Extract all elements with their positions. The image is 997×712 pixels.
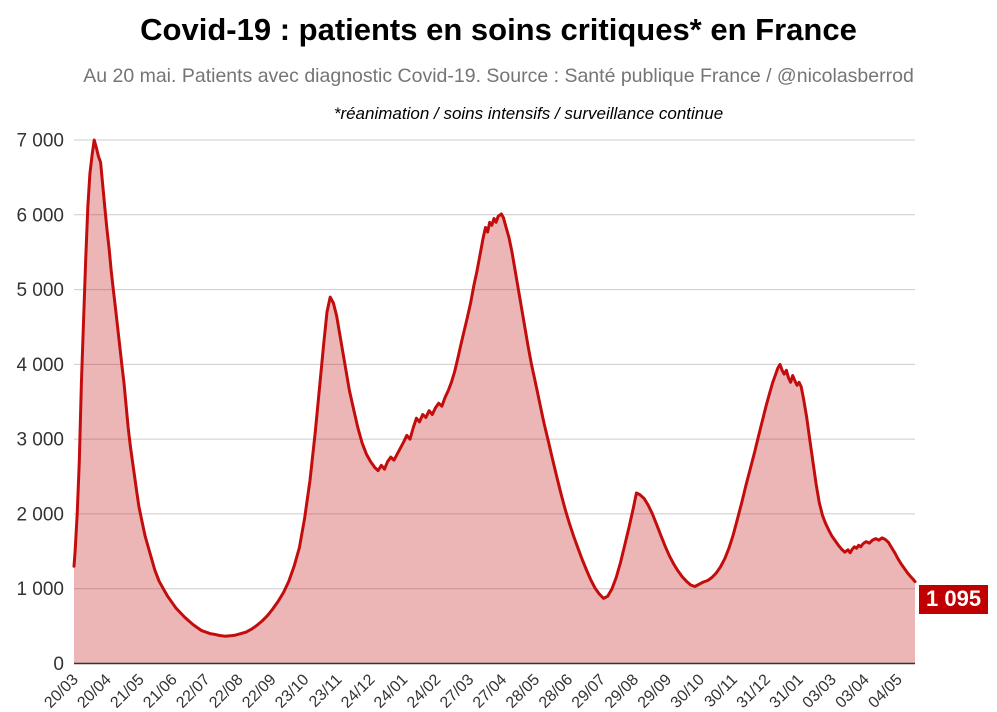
x-tick-label: 29/08 [602, 671, 642, 711]
y-tick-label: 5 000 [16, 280, 64, 301]
area-fill [74, 140, 915, 664]
x-tick-label: 20/04 [74, 671, 114, 711]
x-tick-label: 30/10 [668, 671, 708, 711]
x-tick-label: 22/08 [206, 671, 246, 711]
y-tick-label: 7 000 [16, 131, 64, 152]
latest-value-badge: 1 095 [919, 585, 989, 615]
x-tick-label: 27/03 [437, 671, 477, 711]
y-tick-label: 4 000 [16, 355, 64, 376]
x-tick-label: 31/12 [734, 671, 774, 711]
y-tick-label: 2 000 [16, 504, 64, 525]
y-tick-label: 6 000 [16, 205, 64, 226]
x-tick-label: 03/04 [833, 671, 873, 711]
x-tick-label: 30/11 [702, 671, 742, 711]
x-tick-label: 22/07 [173, 671, 213, 711]
x-tick-label: 24/12 [338, 671, 378, 711]
x-tick-label: 28/06 [536, 671, 576, 711]
x-tick-label: 22/09 [239, 671, 279, 711]
data-line [72, 138, 917, 638]
y-tick-label: 0 [53, 654, 64, 675]
chart-footnote: *réanimation / soins intensifs / surveil… [333, 104, 724, 123]
x-tick-label: 28/05 [503, 671, 543, 711]
x-tick-label: 29/07 [569, 671, 609, 711]
x-tick-label: 03/03 [800, 671, 840, 711]
x-tick-label: 24/01 [371, 671, 411, 711]
x-tick-label: 20/03 [41, 671, 81, 711]
y-tick-label: 1 000 [16, 579, 64, 600]
chart-title: Covid-19 : patients en soins critiques* … [140, 12, 857, 47]
x-tick-label: 23/11 [306, 671, 346, 711]
chart-subtitle: Au 20 mai. Patients avec diagnostic Covi… [83, 65, 914, 87]
x-tick-label: 21/06 [140, 671, 180, 711]
x-tick-label: 27/04 [470, 671, 510, 711]
y-tick-label: 3 000 [16, 430, 64, 451]
x-tick-label: 23/10 [272, 671, 312, 711]
x-tick-label: 24/02 [404, 671, 444, 711]
x-tick-label: 31/01 [767, 671, 807, 711]
x-tick-label: 21/05 [107, 671, 147, 711]
x-tick-label: 04/05 [865, 671, 905, 711]
x-tick-label: 29/09 [635, 671, 675, 711]
